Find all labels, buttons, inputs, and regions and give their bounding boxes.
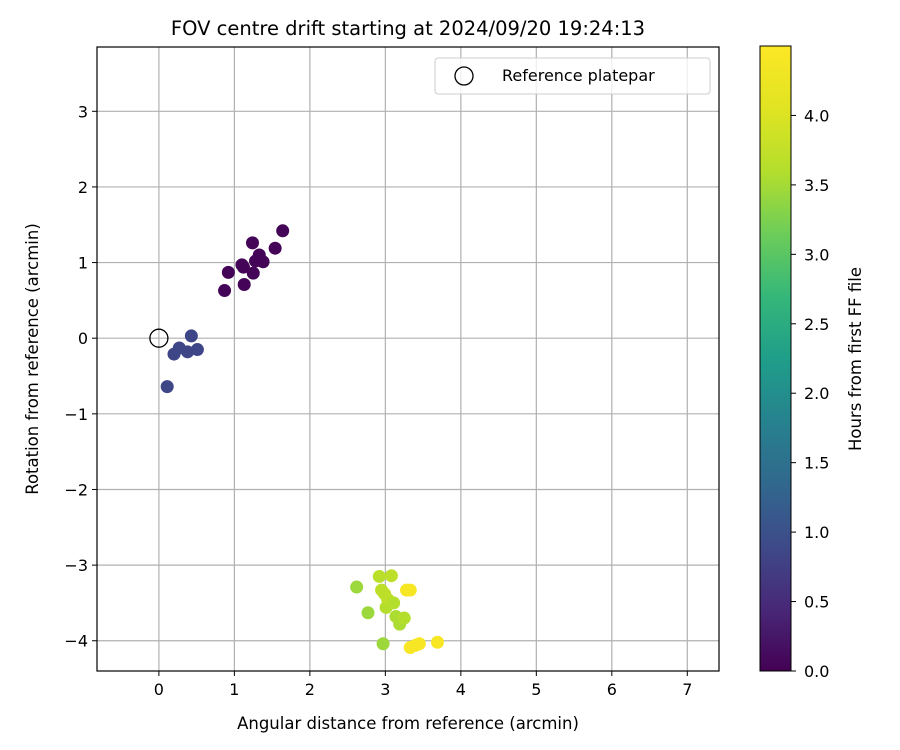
data-point bbox=[221, 265, 235, 279]
data-point bbox=[384, 569, 398, 583]
y-tick-label: 1 bbox=[78, 254, 88, 273]
data-point bbox=[397, 611, 411, 625]
legend: Reference platepar bbox=[434, 57, 711, 95]
y-tick-label: −3 bbox=[64, 556, 88, 575]
plot-frame bbox=[96, 46, 720, 672]
reference-marker bbox=[149, 328, 169, 348]
data-point bbox=[246, 236, 259, 250]
y-tick-label: −1 bbox=[64, 405, 88, 424]
data-point bbox=[237, 277, 251, 291]
colorbar-tick-label: 4.0 bbox=[804, 106, 829, 125]
data-point bbox=[276, 224, 290, 238]
data-point bbox=[236, 260, 250, 274]
x-tick-label: 5 bbox=[531, 680, 541, 699]
data-point bbox=[268, 241, 282, 255]
y-tick-label: 2 bbox=[78, 178, 88, 197]
legend-label: Reference platepar bbox=[502, 66, 655, 85]
x-tick-label: 7 bbox=[682, 680, 692, 699]
colorbar-gradient bbox=[759, 45, 792, 672]
data-point bbox=[361, 606, 375, 620]
y-tick-label: −4 bbox=[64, 632, 88, 651]
data-point bbox=[218, 284, 232, 298]
colorbar-tick-label: 3.5 bbox=[804, 176, 829, 195]
legend-box bbox=[434, 57, 711, 95]
chart-title: FOV centre drift starting at 2024/09/20 … bbox=[171, 17, 645, 40]
y-tick-label: 0 bbox=[78, 329, 88, 348]
x-tick-label: 4 bbox=[456, 680, 466, 699]
data-point bbox=[372, 569, 386, 583]
x-axis-ticks: 0 1 2 3 4 5 6 7 bbox=[154, 671, 692, 699]
x-tick-label: 2 bbox=[305, 680, 315, 699]
data-point bbox=[412, 637, 426, 651]
x-tick-label: 6 bbox=[607, 680, 617, 699]
data-point bbox=[190, 343, 204, 357]
colorbar: 0.0 0.5 1.0 1.5 2.0 2.5 3.0 3.5 4.0 Hours from f… bbox=[759, 45, 865, 681]
y-tick-label: 3 bbox=[78, 102, 88, 121]
colorbar-ticks: 0.0 0.5 1.0 1.5 2.0 2.5 3.0 3.5 4.0 bbox=[791, 106, 829, 681]
colorbar-label: Hours from first FF file bbox=[846, 267, 865, 451]
data-point bbox=[184, 329, 198, 343]
data-point bbox=[430, 635, 444, 649]
x-tick-label: 1 bbox=[229, 680, 239, 699]
colorbar-tick-label: 2.0 bbox=[804, 384, 829, 403]
x-axis-label: Angular distance from reference (arcmin) bbox=[237, 714, 579, 733]
y-axis-ticks: −4 −3 −2 −1 0 1 2 3 bbox=[64, 102, 97, 651]
data-point bbox=[256, 255, 270, 269]
colorbar-tick-label: 2.5 bbox=[804, 315, 829, 334]
x-tick-label: 0 bbox=[154, 680, 164, 699]
data-point bbox=[181, 345, 195, 359]
grid-lines bbox=[97, 47, 719, 671]
data-point bbox=[246, 266, 260, 280]
y-tick-label: −2 bbox=[64, 480, 88, 499]
colorbar-tick-label: 1.0 bbox=[804, 523, 829, 542]
data-point bbox=[387, 596, 401, 610]
legend-marker-circle bbox=[454, 66, 474, 86]
x-tick-label: 3 bbox=[380, 680, 390, 699]
colorbar-tick-label: 0.5 bbox=[804, 593, 829, 612]
data-point bbox=[160, 380, 174, 394]
data-point bbox=[350, 580, 364, 594]
data-point bbox=[376, 637, 390, 651]
y-axis-label: Rotation from reference (arcmin) bbox=[23, 223, 42, 495]
colorbar-tick-label: 1.5 bbox=[804, 454, 829, 473]
colorbar-tick-label: 3.0 bbox=[804, 245, 829, 264]
data-points bbox=[149, 224, 444, 655]
data-point bbox=[403, 583, 417, 597]
colorbar-tick-label: 0.0 bbox=[804, 662, 829, 681]
